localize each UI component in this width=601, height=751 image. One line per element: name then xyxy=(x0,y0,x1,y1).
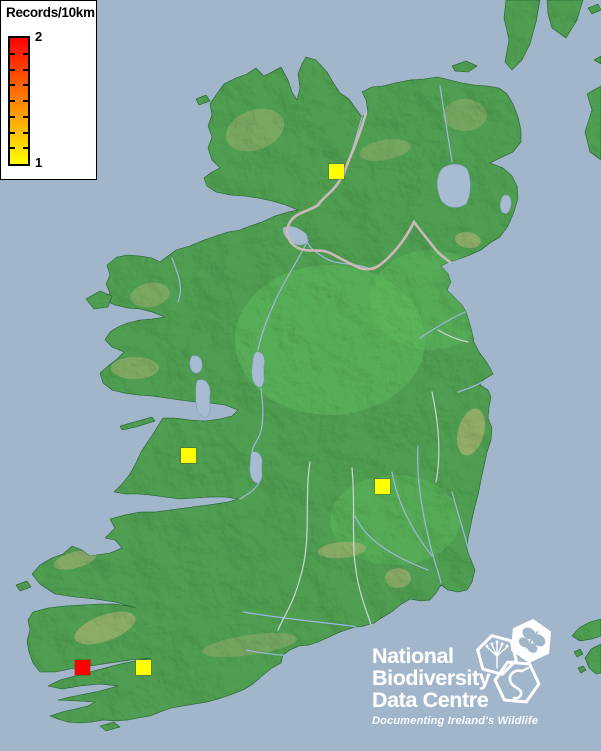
legend-panel: Records/10km 2 1 xyxy=(0,0,97,180)
river-boyne xyxy=(419,311,466,339)
logo-line-1: National xyxy=(372,644,454,668)
island-arranmore xyxy=(195,94,211,106)
lough-derg xyxy=(249,451,263,484)
boundary-line xyxy=(431,391,440,483)
legend-tick xyxy=(23,52,28,55)
record-grid-square[interactable] xyxy=(135,659,152,676)
logo-line-3: Data Centre xyxy=(372,688,489,712)
boundary-line xyxy=(437,329,469,343)
lough-neagh xyxy=(437,164,471,208)
record-grid-square[interactable] xyxy=(328,163,345,180)
island-blasket xyxy=(15,580,32,592)
island-rathlin xyxy=(451,60,478,73)
scotland-islet-b xyxy=(593,55,601,65)
boundary-line xyxy=(351,467,372,626)
butterfly-hexagon-icon xyxy=(511,619,551,663)
boundaries-group xyxy=(277,329,469,631)
legend-tick xyxy=(23,84,28,87)
legend-min-label: 1 xyxy=(35,155,43,170)
wales-islet-b xyxy=(577,665,587,674)
legend-max-label: 2 xyxy=(35,29,43,44)
rivers-group xyxy=(171,85,485,656)
lough-mask xyxy=(189,355,203,374)
river-moy xyxy=(171,257,182,303)
wales-anglesey xyxy=(571,618,601,642)
river-suir xyxy=(354,515,429,571)
legend-tick xyxy=(10,147,15,150)
scotland-kintyre xyxy=(503,0,541,71)
northern-ireland-border xyxy=(285,111,452,271)
legend-tick xyxy=(23,100,28,102)
legend-tick xyxy=(23,147,28,150)
river-barrow xyxy=(417,445,442,584)
river-bann xyxy=(439,85,453,163)
legend-tick xyxy=(10,84,15,87)
legend-tick xyxy=(23,68,28,71)
wales-llyn xyxy=(584,643,601,675)
legend-tick xyxy=(10,68,15,71)
boundary-line xyxy=(277,461,311,631)
river-lee xyxy=(245,649,284,656)
legend-tick xyxy=(10,131,15,134)
legend-tick xyxy=(10,52,15,55)
island-aran xyxy=(119,416,156,431)
legend-gradient-bar xyxy=(8,36,30,166)
scotland-galloway xyxy=(584,85,601,161)
wales-islet-a xyxy=(573,648,584,658)
record-grid-square[interactable] xyxy=(180,447,197,464)
legend-tick xyxy=(23,115,28,118)
plant-hexagon-icon xyxy=(476,634,518,676)
river-liffey xyxy=(457,380,485,393)
river-shannon xyxy=(239,239,309,500)
terrain-tints xyxy=(53,99,490,657)
scotland-islay xyxy=(546,0,584,39)
island-achill xyxy=(85,290,113,310)
river-nore xyxy=(391,471,433,557)
legend-tick xyxy=(23,131,28,134)
river-slaney xyxy=(451,491,469,549)
island-clear xyxy=(99,721,121,732)
nbdc-logo: National Biodiversity Data Centre Docume… xyxy=(372,645,538,727)
legend-title: Records/10km xyxy=(6,5,95,20)
scotland-islet-a xyxy=(587,3,601,15)
nbdc-logo-hexagons xyxy=(476,619,551,704)
legend-tick xyxy=(10,100,15,102)
strangford-lough xyxy=(499,194,512,214)
legend-tick xyxy=(10,115,15,118)
record-grid-square[interactable] xyxy=(374,478,391,495)
seahorse-hexagon-icon xyxy=(493,660,541,704)
record-grid-square[interactable] xyxy=(74,659,91,676)
lough-corrib xyxy=(195,379,211,418)
lough-ree xyxy=(251,351,265,388)
logo-tagline: Documenting Ireland's Wildlife xyxy=(372,715,539,727)
logo-line-2: Biodiversity xyxy=(372,666,491,690)
river-blackwater xyxy=(242,611,369,639)
